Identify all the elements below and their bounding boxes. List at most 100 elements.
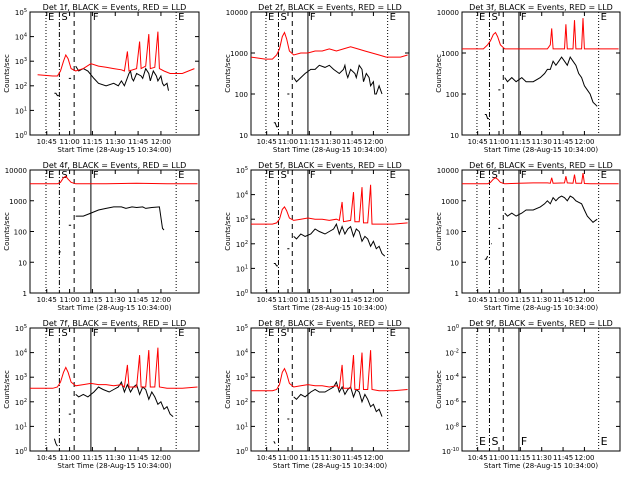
marker-label: F (93, 328, 99, 339)
y-axis-label: Counts/sec (224, 370, 232, 409)
xtick-label: 11:15 (82, 454, 102, 462)
ytick-label: 103 (15, 57, 27, 66)
panel-det-4f: Det 4f, BLACK = Events, RED = LLD 1 10 100 1… (3, 161, 200, 312)
xtick-label: 11:45 (553, 138, 573, 146)
marker-label: F (521, 12, 527, 23)
xtick-label: 11:15 (299, 138, 319, 146)
xtick-label: 11:30 (105, 296, 125, 304)
xtick-label: 11:30 (532, 296, 552, 304)
series-line-lld (251, 350, 408, 392)
marker-label: S (491, 170, 497, 181)
marker-label: E (479, 12, 485, 23)
marker-label: S (280, 12, 286, 23)
xtick-label: 10:45 (468, 296, 488, 304)
xtick-label: 12:00 (363, 138, 383, 146)
ytick-label: 104 (15, 33, 27, 42)
xtick-label: 11:00 (278, 296, 298, 304)
y-axis-label: Counts/sec (224, 212, 232, 251)
ytick-label: 1000 (441, 50, 459, 58)
marker-label: E (178, 170, 184, 181)
xtick-label: 11:45 (342, 296, 362, 304)
plot-frame (461, 169, 621, 294)
marker-label: F (93, 12, 99, 23)
xtick-label: 12:00 (574, 454, 594, 462)
panel-title: Det 8f, BLACK = Events, RED = LLD (258, 319, 402, 328)
marker-label: F (521, 170, 527, 181)
panel-det-7f: Det 7f, BLACK = Events, RED = LLD 100 101 1… (3, 319, 200, 470)
panel-title: Det 9f, BLACK = Events, RED = LLD (469, 319, 613, 328)
plot-frame (461, 327, 621, 452)
panel-title: Det 5f, BLACK = Events, RED = LLD (258, 161, 402, 170)
ytick-label: 10-4 (445, 373, 459, 382)
xtick-label: 12:00 (574, 296, 594, 304)
ytick-label: 100 (15, 447, 27, 456)
y-axis-label: Counts/sec (435, 54, 443, 93)
y-axis-label: Counts/sec (3, 54, 11, 93)
ytick-label: 100 (446, 229, 459, 237)
series-line-lld (37, 31, 195, 77)
xtick-label: 12:00 (363, 454, 383, 462)
series-line-events (484, 195, 598, 260)
panel-title: Det 4f, BLACK = Events, RED = LLD (43, 161, 187, 170)
series-line-events (273, 222, 386, 267)
y-axis-label: Counts/sec (224, 54, 232, 93)
xtick-label: 10:45 (257, 296, 277, 304)
xtick-label: 11:30 (321, 138, 341, 146)
xtick-label: 12:00 (363, 296, 383, 304)
marker-label: S (61, 170, 67, 181)
marker-label: E (48, 12, 54, 23)
marker-label: S (61, 12, 67, 23)
marker-label: E (601, 12, 607, 23)
series-line-events (273, 380, 383, 444)
xtick-label: 11:45 (128, 454, 148, 462)
marker-label: F (310, 12, 316, 23)
ytick-label: 105 (15, 324, 27, 333)
marker-label: S (491, 12, 497, 23)
xtick-label: 11:00 (489, 296, 509, 304)
xtick-label: 11:30 (532, 454, 552, 462)
plot-frame (29, 11, 200, 136)
xtick-label: 11:15 (510, 138, 530, 146)
xtick-label: 11:15 (299, 296, 319, 304)
ytick-label: 102 (15, 398, 27, 407)
marker-label: E (48, 170, 54, 181)
xtick-label: 11:00 (59, 138, 79, 146)
ytick-label: 103 (15, 373, 27, 382)
ytick-label: 101 (15, 422, 27, 431)
panel-title: Det 2f, BLACK = Events, RED = LLD (258, 3, 402, 12)
xtick-label: 11:00 (59, 454, 79, 462)
ytick-label: 104 (236, 349, 248, 358)
ytick-label: 10-2 (445, 349, 459, 358)
xtick-label: 11:30 (532, 138, 552, 146)
marker-label: E (601, 170, 607, 181)
xtick-label: 11:45 (128, 296, 148, 304)
panel-title: Det 3f, BLACK = Events, RED = LLD (469, 3, 613, 12)
panel-det-6f: Det 6f, BLACK = Events, RED = LLD 1 10 100 1… (435, 161, 621, 312)
series-line-events (54, 65, 169, 97)
xtick-label: 10:45 (257, 138, 277, 146)
series-line-events (53, 380, 174, 447)
ytick-label: 101 (236, 264, 248, 273)
xtick-label: 11:30 (321, 454, 341, 462)
plot-frame (29, 327, 200, 452)
series-line-events (273, 63, 383, 128)
panel-det-9f: Det 9f, BLACK = Events, RED = LLD 10-10 10… (435, 319, 621, 470)
xtick-label: 12:00 (151, 138, 171, 146)
xtick-label: 11:00 (489, 138, 509, 146)
xtick-label: 10:45 (37, 296, 57, 304)
panel-det-8f: Det 8f, BLACK = Events, RED = LLD 100 101 1… (224, 319, 410, 470)
marker-label: E (268, 12, 274, 23)
xtick-label: 10:45 (468, 454, 488, 462)
ytick-label: 10000 (437, 9, 459, 17)
series-line-lld (30, 175, 198, 185)
xtick-label: 11:15 (510, 296, 530, 304)
xtick-label: 10:45 (37, 138, 57, 146)
ytick-label: 102 (15, 82, 27, 91)
marker-label: E (268, 328, 274, 339)
ytick-label: 103 (236, 373, 248, 382)
series-line-lld (30, 347, 198, 389)
xtick-label: 11:45 (553, 454, 573, 462)
ytick-label: 10-8 (445, 422, 459, 431)
marker-label: S (280, 170, 286, 181)
